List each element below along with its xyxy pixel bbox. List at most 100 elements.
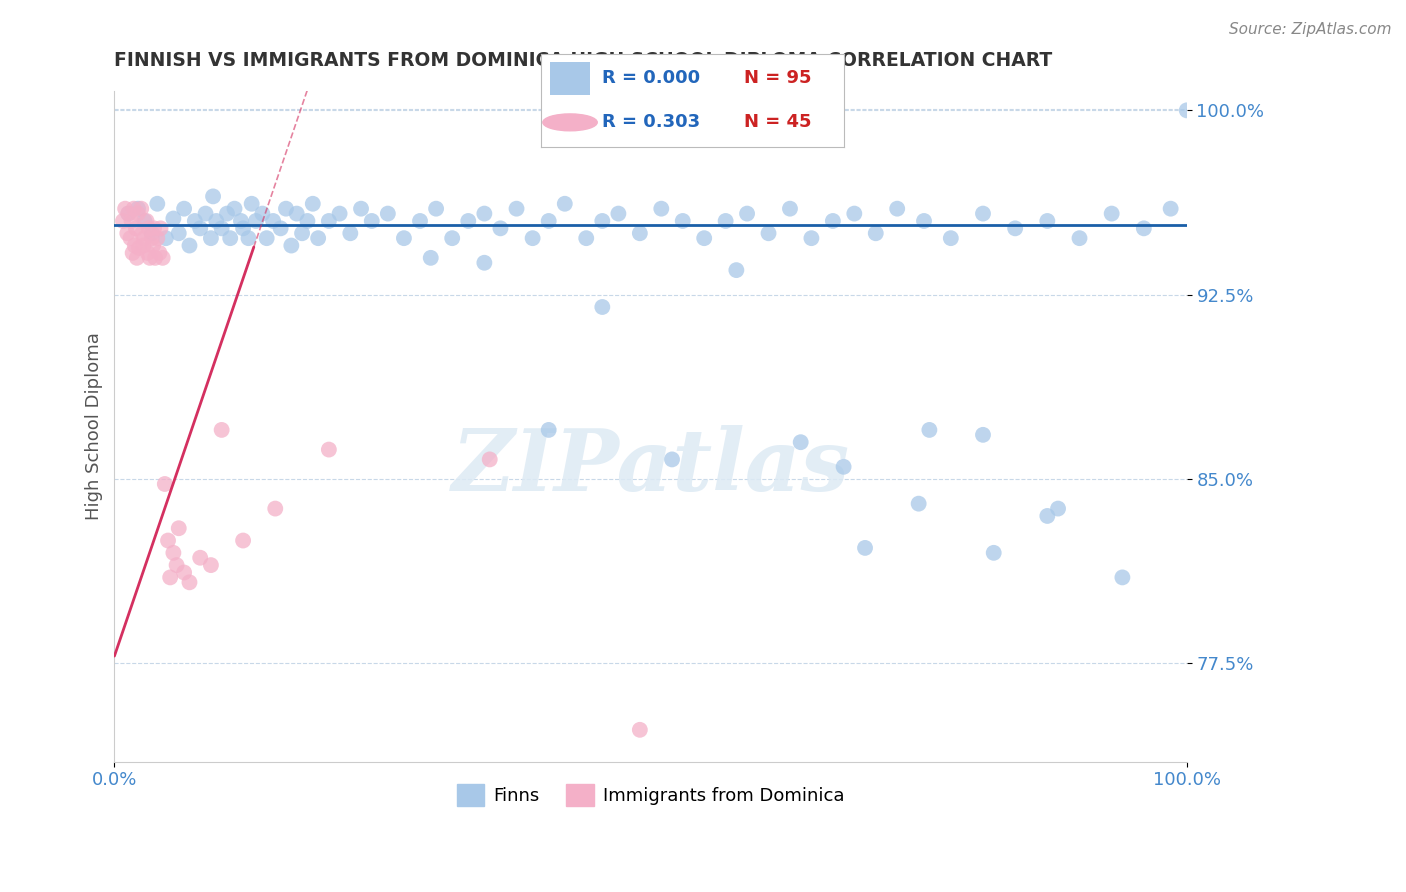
Point [219,231,242,245]
Point [457,214,479,228]
Point [127,202,149,216]
Point [537,423,560,437]
Point [143,251,166,265]
Point [232,221,254,235]
Point [505,202,527,216]
Point [1047,501,1070,516]
Point [194,206,217,220]
Point [591,300,613,314]
Point [245,214,267,228]
Point [184,214,207,228]
Point [142,238,165,252]
Point [907,497,929,511]
Point [329,206,352,220]
Legend: Finns, Immigrants from Dominica: Finns, Immigrants from Dominica [450,777,851,814]
Point [136,246,159,260]
Text: R = 0.303: R = 0.303 [602,113,700,131]
Point [1160,202,1182,216]
Point [173,566,195,580]
Point [1036,508,1059,523]
Point [983,546,1005,560]
Point [1175,103,1198,118]
Point [318,214,340,228]
Point [162,211,184,226]
Point [211,221,233,235]
Point [650,202,672,216]
Point [522,231,544,245]
Point [844,206,866,220]
Point [489,221,512,235]
Point [301,196,323,211]
Point [758,226,780,240]
Point [229,214,252,228]
Point [725,263,748,277]
Point [478,452,501,467]
Point [202,189,225,203]
Point [262,214,284,228]
Point [200,231,222,245]
Point [693,231,716,245]
Point [591,214,613,228]
Point [972,206,994,220]
Point [121,246,143,260]
Point [173,202,195,216]
Point [141,231,163,245]
Point [134,231,156,245]
Point [188,550,211,565]
Point [238,231,260,245]
Point [285,206,308,220]
Point [360,214,382,228]
Point [224,202,246,216]
Point [672,214,695,228]
Point [117,226,139,240]
Point [139,251,162,265]
Point [554,196,576,211]
Point [318,442,340,457]
Point [125,221,148,235]
Y-axis label: High School Diploma: High School Diploma [86,333,103,520]
Point [129,202,152,216]
Circle shape [543,114,598,131]
Point [1069,231,1091,245]
Point [232,533,254,548]
Point [128,241,150,255]
Point [167,226,190,240]
Point [853,541,876,555]
Point [152,251,174,265]
Point [392,231,415,245]
Point [472,206,495,220]
Point [155,231,177,245]
Point [179,238,201,252]
Point [117,206,139,220]
Point [135,214,157,228]
Point [159,570,181,584]
Point [537,214,560,228]
Point [270,221,292,235]
Point [166,558,188,573]
Point [117,206,139,220]
Point [779,202,801,216]
Point [124,238,146,252]
Point [821,214,844,228]
Point [886,202,908,216]
Point [141,226,163,240]
Point [120,231,142,245]
Point [179,575,201,590]
Point [1036,214,1059,228]
Text: Source: ZipAtlas.com: Source: ZipAtlas.com [1229,22,1392,37]
Point [143,221,166,235]
Point [350,202,373,216]
Point [307,231,329,245]
Point [832,459,855,474]
Point [865,226,887,240]
Point [264,501,287,516]
Point [127,206,149,220]
Point [215,206,238,220]
Point [149,221,172,235]
Point [419,251,441,265]
Point [661,452,683,467]
Point [628,226,651,240]
Point [1004,221,1026,235]
Point [280,238,302,252]
Point [167,521,190,535]
